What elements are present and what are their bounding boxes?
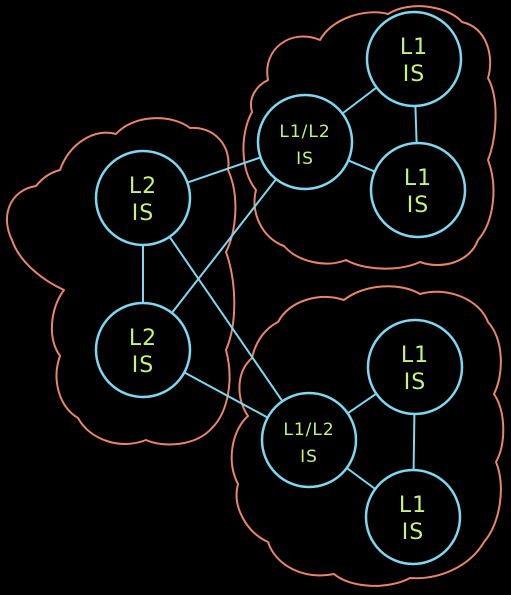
node-type-label: IS — [132, 201, 154, 226]
node-level-label: L2 — [129, 174, 157, 199]
node-level-label: L1/L2 — [279, 122, 330, 142]
node-level-label: L1/L2 — [283, 420, 334, 440]
link-n4-n2 — [186, 156, 262, 184]
node-level-label: L1 — [399, 493, 427, 518]
node-type-label: IS — [300, 447, 318, 467]
node-level-label: L2 — [129, 326, 157, 351]
link-n7-n8 — [345, 467, 377, 490]
node-type-label: IS — [132, 353, 154, 378]
node-type-label: IS — [404, 370, 426, 395]
node-type-label: IS — [402, 520, 424, 545]
node-circle — [369, 141, 467, 239]
node-circle — [260, 391, 358, 489]
node-circle — [366, 318, 464, 416]
node-circle — [94, 301, 192, 399]
node-level-label: L1 — [400, 35, 428, 60]
node-level-label: L1 — [401, 343, 429, 368]
link-n6-n8 — [412, 413, 416, 471]
node-n2: L1/L2 IS — [256, 93, 354, 191]
node-circle — [364, 468, 462, 566]
node-circle — [365, 10, 463, 108]
node-circle — [94, 149, 192, 247]
node-n7: L1/L2 IS — [260, 391, 358, 489]
link-n5-n2 — [170, 178, 278, 314]
area-left-outline — [6, 117, 237, 446]
link-n5-n7 — [183, 371, 269, 419]
link-n6-n7 — [346, 392, 378, 415]
area-bottom-right-outline — [230, 285, 505, 587]
links-layer — [142, 86, 418, 490]
node-circle — [256, 93, 354, 191]
area-top-right-outline — [242, 5, 497, 270]
areas-layer — [6, 5, 505, 587]
node-type-label: IS — [407, 193, 429, 218]
node-level-label: L1 — [404, 166, 432, 191]
link-n1-n2 — [341, 86, 378, 115]
link-n2-n3 — [347, 159, 376, 173]
node-type-label: IS — [296, 149, 314, 169]
link-n4-n7 — [168, 235, 284, 403]
link-n1-n3 — [414, 105, 418, 144]
node-type-label: IS — [403, 62, 425, 87]
